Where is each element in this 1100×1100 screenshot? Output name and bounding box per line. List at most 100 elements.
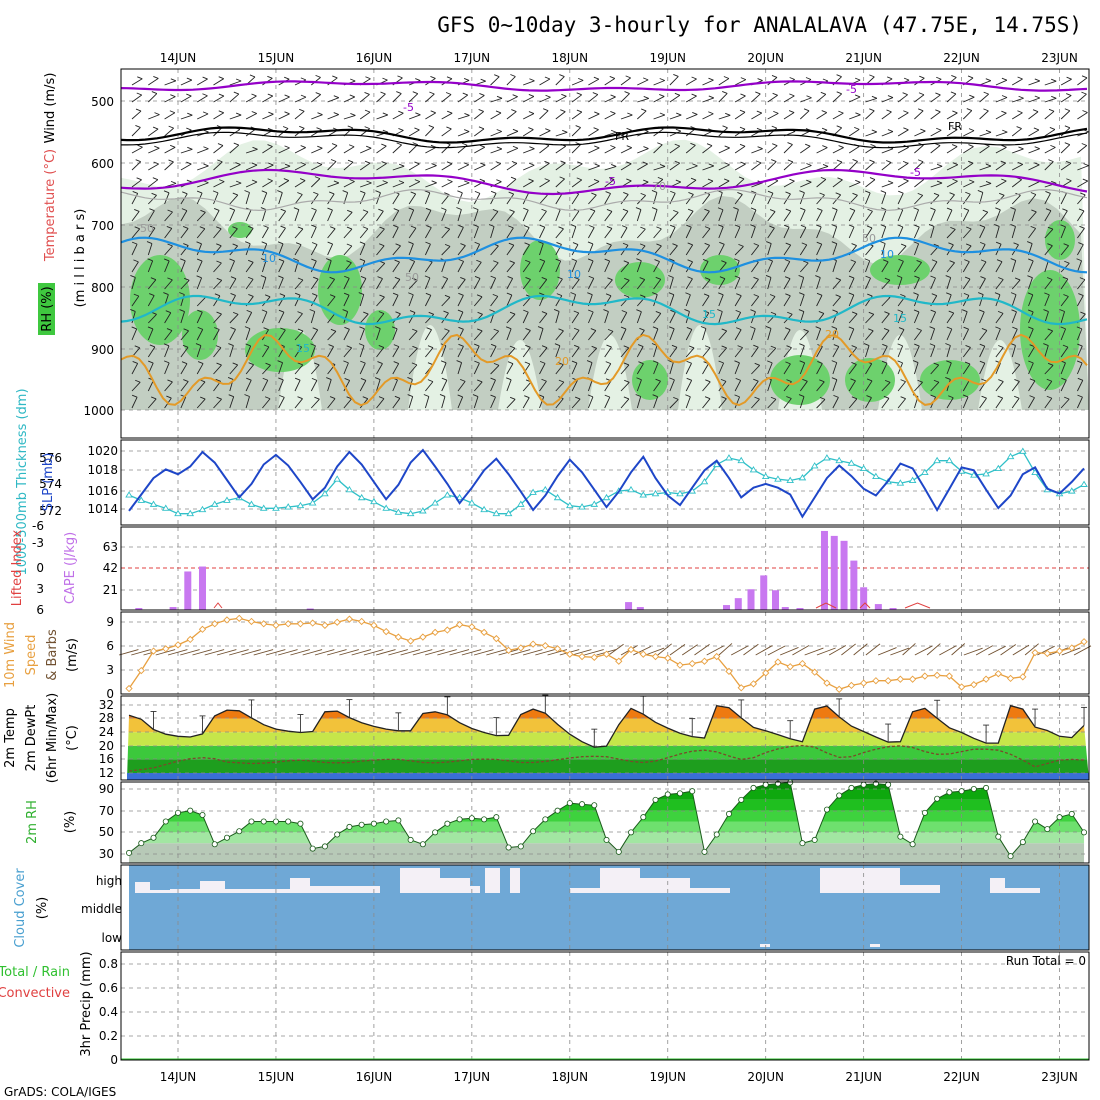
wind-barb [604, 147, 616, 154]
wind-barb [848, 161, 858, 171]
wind-barb-flag [979, 360, 986, 364]
wind-barb-flag [930, 207, 936, 211]
wind-barb [799, 244, 808, 256]
wind-barb-flag [163, 360, 170, 364]
wind-barb [164, 112, 176, 120]
wind-barb [278, 362, 284, 375]
wind-barb [587, 379, 593, 392]
wind-barb [310, 260, 317, 273]
wind-barb [1060, 162, 1072, 171]
wind-barb [767, 161, 777, 171]
wind-barb-flag [359, 190, 366, 194]
wind-barb [164, 161, 174, 171]
wind-barb-flag [806, 163, 812, 166]
wind-barb-flag [425, 292, 432, 296]
wind-barb-flag [489, 309, 495, 313]
wind-barb [490, 76, 500, 86]
wind-speed-point [651, 652, 660, 661]
wind-barb [653, 166, 666, 171]
wind-barb-flag [831, 241, 837, 245]
wind-barb [914, 179, 925, 188]
wind-barb-flag [918, 92, 925, 96]
wind-barb [213, 347, 222, 358]
wind-barb-flag [163, 258, 170, 262]
wind-barb [604, 380, 612, 392]
wind-barb-flag [981, 378, 987, 382]
wind-barb-flag [871, 95, 878, 99]
wind-barb [457, 209, 462, 222]
wind-speed-point [345, 615, 354, 623]
contour-label: 15 [702, 308, 716, 321]
wind-barb-flag [1048, 108, 1055, 112]
wind-barb [636, 110, 647, 120]
wind-barb [848, 129, 860, 137]
wind-barb [653, 362, 659, 375]
wind-barb [131, 94, 143, 103]
wind-barb [588, 78, 600, 86]
wind-barb-flag [854, 94, 861, 98]
wind-barb-flag [181, 361, 188, 365]
wind-barb-flag [822, 78, 829, 82]
wind-barb-flag [871, 129, 877, 133]
wind-barb [702, 145, 713, 154]
wind-barb-flag [558, 328, 564, 332]
wind-speed-point [431, 628, 439, 637]
wind-barb-flag [1045, 208, 1052, 212]
wind-speed-point [994, 670, 1002, 678]
wind-barb [702, 245, 710, 256]
wind-barb-flag [1014, 277, 1021, 281]
wind-barb [245, 128, 257, 137]
wind-barb-flag [284, 163, 291, 167]
wind-barb-flag [362, 209, 369, 213]
wind-barb-flag [798, 275, 804, 278]
wind-barb-flag [605, 361, 611, 365]
wind-barb [425, 93, 435, 103]
wind-barb [555, 162, 566, 171]
wind-barb-flag [863, 343, 870, 346]
wind-barb-flag [721, 328, 727, 332]
wind-barb-flag [342, 190, 348, 194]
wind-barb-flag [446, 161, 453, 165]
wind-barb-flag [753, 276, 759, 280]
wind-barb-flag [262, 377, 268, 381]
wind-barb-flag [586, 360, 593, 363]
wind-barb-flag [312, 327, 318, 331]
wind-barb [1011, 194, 1021, 205]
wind-barb-flag [346, 226, 353, 230]
wind-barb-flag [202, 76, 208, 80]
wind-barb-flag [280, 208, 286, 212]
wind-barb [425, 146, 437, 154]
wind-barb [522, 193, 529, 205]
wind-speed-point [982, 675, 990, 683]
wind-barb [963, 130, 975, 137]
wind-barb [783, 261, 791, 273]
wind-barb-flag [279, 293, 285, 297]
wind-barb-flag [458, 224, 464, 228]
date-label-bottom: 19JUN [649, 1070, 686, 1084]
label-precip-total: Total / Rain [0, 965, 70, 980]
wind-barb [539, 78, 551, 86]
wind-barb-flag [147, 258, 153, 262]
wind-barb-flag [216, 396, 222, 400]
wind-barb-10m [253, 649, 274, 656]
wind-barb-flag [657, 176, 664, 180]
wind-barb-flag [738, 176, 745, 180]
label-10m-wind: 10m Wind [3, 622, 18, 688]
wind-barb [979, 363, 986, 375]
wind-barb-flag [603, 309, 609, 313]
wind-barb [278, 210, 287, 222]
wind-barb [685, 179, 697, 188]
wind-barb [685, 261, 693, 273]
wind-barb [196, 243, 202, 256]
wind-barb [962, 396, 969, 409]
top-date-axis: 14JUN 15JUN 16JUN 17JUN 18JUN 19JUN 20JUN 21JUN… [160, 51, 1078, 65]
wind-barb-flag [1064, 108, 1070, 112]
wind-barb [897, 162, 909, 171]
wind-barb-flag [1034, 146, 1040, 150]
wind-barb-flag [1078, 293, 1084, 296]
wind-barb-flag [379, 226, 385, 230]
wind-barb-flag [154, 145, 160, 149]
wind-barb-flag [183, 243, 189, 246]
wind-barb-flag [685, 292, 691, 296]
